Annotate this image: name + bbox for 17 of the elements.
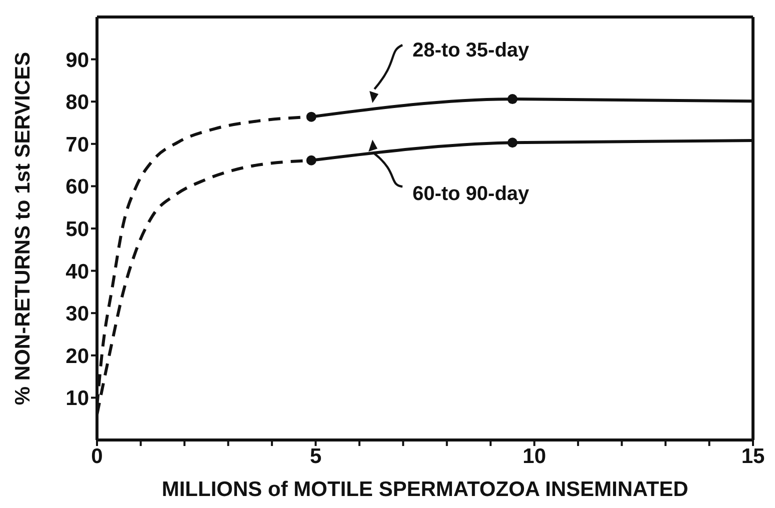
series-label: 28-to 35-day [412,39,530,62]
series-label: 60-to 90-day [412,182,530,205]
y-tick-label: 40 [66,260,89,284]
y-tick-label: 90 [66,48,89,72]
y-tick-label: 80 [66,91,89,114]
x-tick-label: 0 [91,444,103,468]
y-tick-label: 60 [66,176,89,199]
x-tick-label: 15 [741,444,765,468]
y-tick-label: 70 [66,133,89,156]
y-axis-title: % NON-RETURNS to 1st SERVICES [11,52,34,406]
x-tick-label: 5 [310,444,322,468]
y-tick-label: 50 [66,218,89,241]
y-tick-label: 10 [66,387,89,410]
x-tick-label: 10 [522,444,546,468]
x-axis-title: MILLIONS of MOTILE SPERMATOZOA INSEMINATED [162,478,688,501]
y-tick-label: 20 [66,344,89,368]
y-tick-label: 30 [66,302,89,326]
